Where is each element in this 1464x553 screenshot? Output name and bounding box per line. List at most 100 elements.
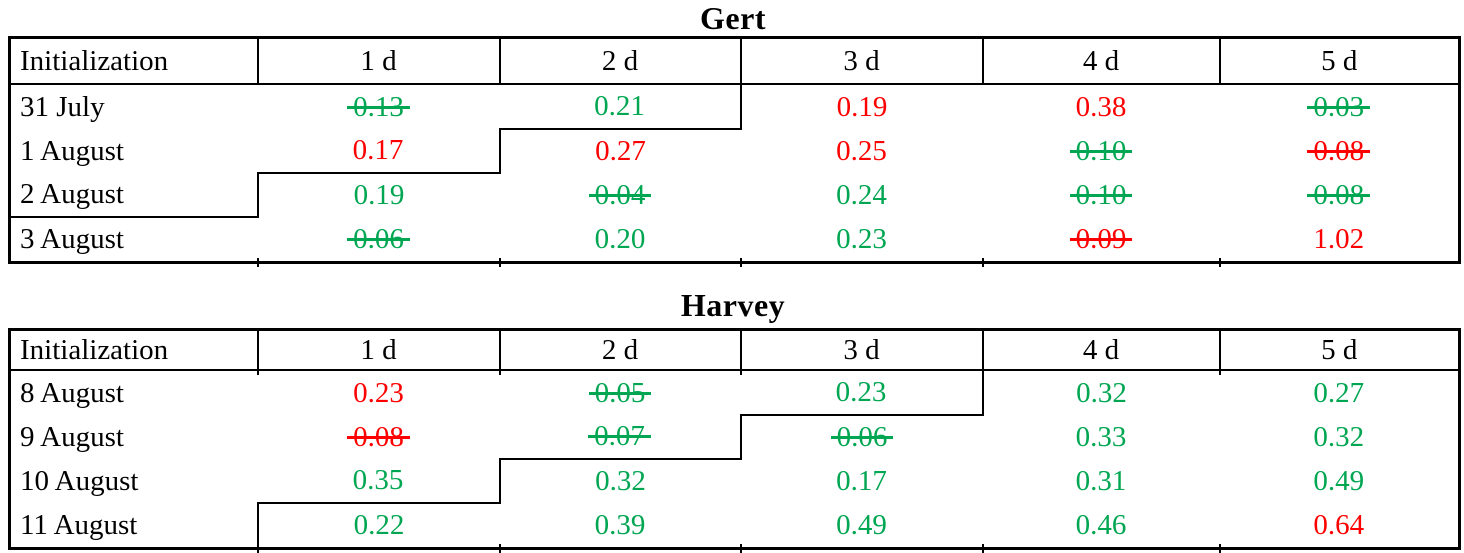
- value-cell: 0.49: [1220, 459, 1460, 503]
- value: 0.19: [353, 179, 405, 211]
- leadtime-column-header: 5 d: [1218, 36, 1461, 85]
- struck-value: 0.04: [588, 178, 652, 211]
- value: 0.49: [836, 508, 887, 541]
- value-cell: 0.08: [258, 415, 500, 459]
- value-cell: 0.32: [983, 370, 1220, 415]
- column-border-tick: [981, 544, 984, 553]
- column-border-tick: [256, 544, 259, 553]
- value-cell: 0.38: [983, 84, 1220, 129]
- value-cell: 0.19: [741, 84, 983, 129]
- value-cell: 0.06: [258, 217, 500, 263]
- value: 0.24: [836, 178, 887, 211]
- column-border-tick: [498, 370, 501, 375]
- row-label: 1 August: [20, 134, 124, 167]
- leadtime-column-header: 3 d: [739, 328, 984, 371]
- value-cell: 0.17: [257, 129, 501, 174]
- value: 0.20: [594, 222, 646, 255]
- leadtime-column-header: 1 d: [256, 36, 501, 85]
- value-cell: 0.64: [1220, 503, 1460, 549]
- value: 0.25: [836, 134, 887, 167]
- value-cell: 0.06: [741, 415, 983, 459]
- struck-value: 0.05: [588, 376, 652, 409]
- value: 0.32: [1313, 420, 1365, 453]
- value-cell: 1.02: [1220, 217, 1460, 263]
- value-cell: 0.46: [983, 503, 1220, 549]
- struck-value: 0.08: [1307, 178, 1370, 211]
- value-cell: 0.22: [258, 503, 500, 549]
- value-cell: 0.21: [499, 84, 742, 130]
- value-cell: 0.04: [500, 173, 741, 217]
- row-label: 31 July: [20, 90, 105, 123]
- struck-value: 0.10: [1069, 134, 1133, 167]
- leadtime-column-header: 3 d: [739, 36, 984, 85]
- column-border-tick: [981, 258, 984, 267]
- table-row: 8 August 0.23 0.05 0.23 0.32 0.27: [10, 370, 1460, 416]
- value-cell: 0.08: [1220, 129, 1460, 173]
- value-cell: 0.19: [258, 173, 500, 217]
- value: 0.38: [1075, 90, 1127, 123]
- row-label: 3 August: [20, 223, 124, 255]
- value: 0.23: [353, 376, 404, 409]
- value: 0.19: [836, 90, 888, 123]
- value-cell: 0.27: [500, 129, 741, 173]
- leadtime-column-header: 4 d: [981, 36, 1221, 85]
- value-cell: 0.05: [500, 370, 741, 415]
- value: 0.31: [1075, 464, 1127, 497]
- leadtime-column-header: 4 d: [981, 328, 1221, 371]
- struck-value: 0.03: [1307, 90, 1370, 123]
- table-row: 11 August 0.22 0.39 0.49 0.46 0.64: [9, 503, 1460, 549]
- value: 0.35: [352, 464, 404, 496]
- table-title: Harvey: [680, 287, 786, 323]
- value: 0.17: [352, 134, 404, 166]
- struck-value: 0.09: [1069, 222, 1133, 255]
- column-border-tick: [498, 258, 501, 267]
- value-cell: 0.33: [983, 415, 1220, 459]
- initialization-column-header: Initialization: [8, 36, 259, 85]
- table-row: 9 August 0.08 0.07 0.06 0.33 0.32: [10, 415, 1460, 460]
- value: 0.33: [1075, 420, 1127, 453]
- leadtime-column-header: 2 d: [498, 328, 742, 371]
- leadtime-column-header: 5 d: [1218, 328, 1461, 371]
- leadtime-column-header: 2 d: [498, 36, 742, 85]
- value: 0.46: [1075, 508, 1127, 541]
- struck-value: 0.06: [347, 222, 410, 255]
- row-label: 9 August: [20, 420, 124, 453]
- value-cell: 0.24: [741, 173, 983, 217]
- value-cell: 0.10: [983, 173, 1220, 217]
- value-cell: 0.32: [1220, 415, 1460, 459]
- table-row: 1 August 0.17 0.27 0.25 0.10 0.08: [10, 129, 1460, 174]
- table-row: 3 August 0.06 0.20 0.23 0.09 1.02: [10, 217, 1460, 263]
- table-row: 2 August 0.19 0.04 0.24 0.10 0.08: [9, 173, 1460, 218]
- row-label: 8 August: [20, 376, 124, 409]
- value: 1.02: [1313, 222, 1365, 255]
- column-border-tick: [1218, 258, 1221, 267]
- column-border-tick: [739, 544, 742, 553]
- column-border-tick: [1218, 544, 1221, 553]
- value-cell: 0.09: [983, 217, 1220, 263]
- struck-value: 0.10: [1069, 178, 1133, 211]
- value: 0.21: [594, 90, 645, 122]
- column-border-tick: [981, 370, 984, 375]
- row-label: 10 August: [20, 464, 139, 497]
- row-label: 2 August: [9, 173, 259, 218]
- value-cell: 0.20: [500, 217, 741, 263]
- struck-value: 0.07: [588, 420, 651, 452]
- column-border-tick: [739, 370, 742, 375]
- value-cell: 0.23: [740, 370, 984, 416]
- value-cell: 0.31: [983, 459, 1220, 503]
- value-cell: 0.17: [741, 459, 983, 503]
- column-border-tick: [256, 370, 259, 375]
- value-cell: 0.39: [500, 503, 741, 549]
- column-border-tick: [739, 258, 742, 267]
- value: 0.27: [1313, 376, 1365, 409]
- row-label: 11 August: [9, 503, 259, 549]
- value-cell: 0.13: [258, 84, 500, 129]
- value: 0.23: [835, 376, 887, 408]
- value-cell: 0.25: [741, 129, 983, 173]
- value: 0.39: [594, 508, 646, 541]
- column-border-tick: [498, 544, 501, 553]
- struck-value: 0.06: [830, 421, 894, 453]
- value: 0.49: [1313, 464, 1365, 497]
